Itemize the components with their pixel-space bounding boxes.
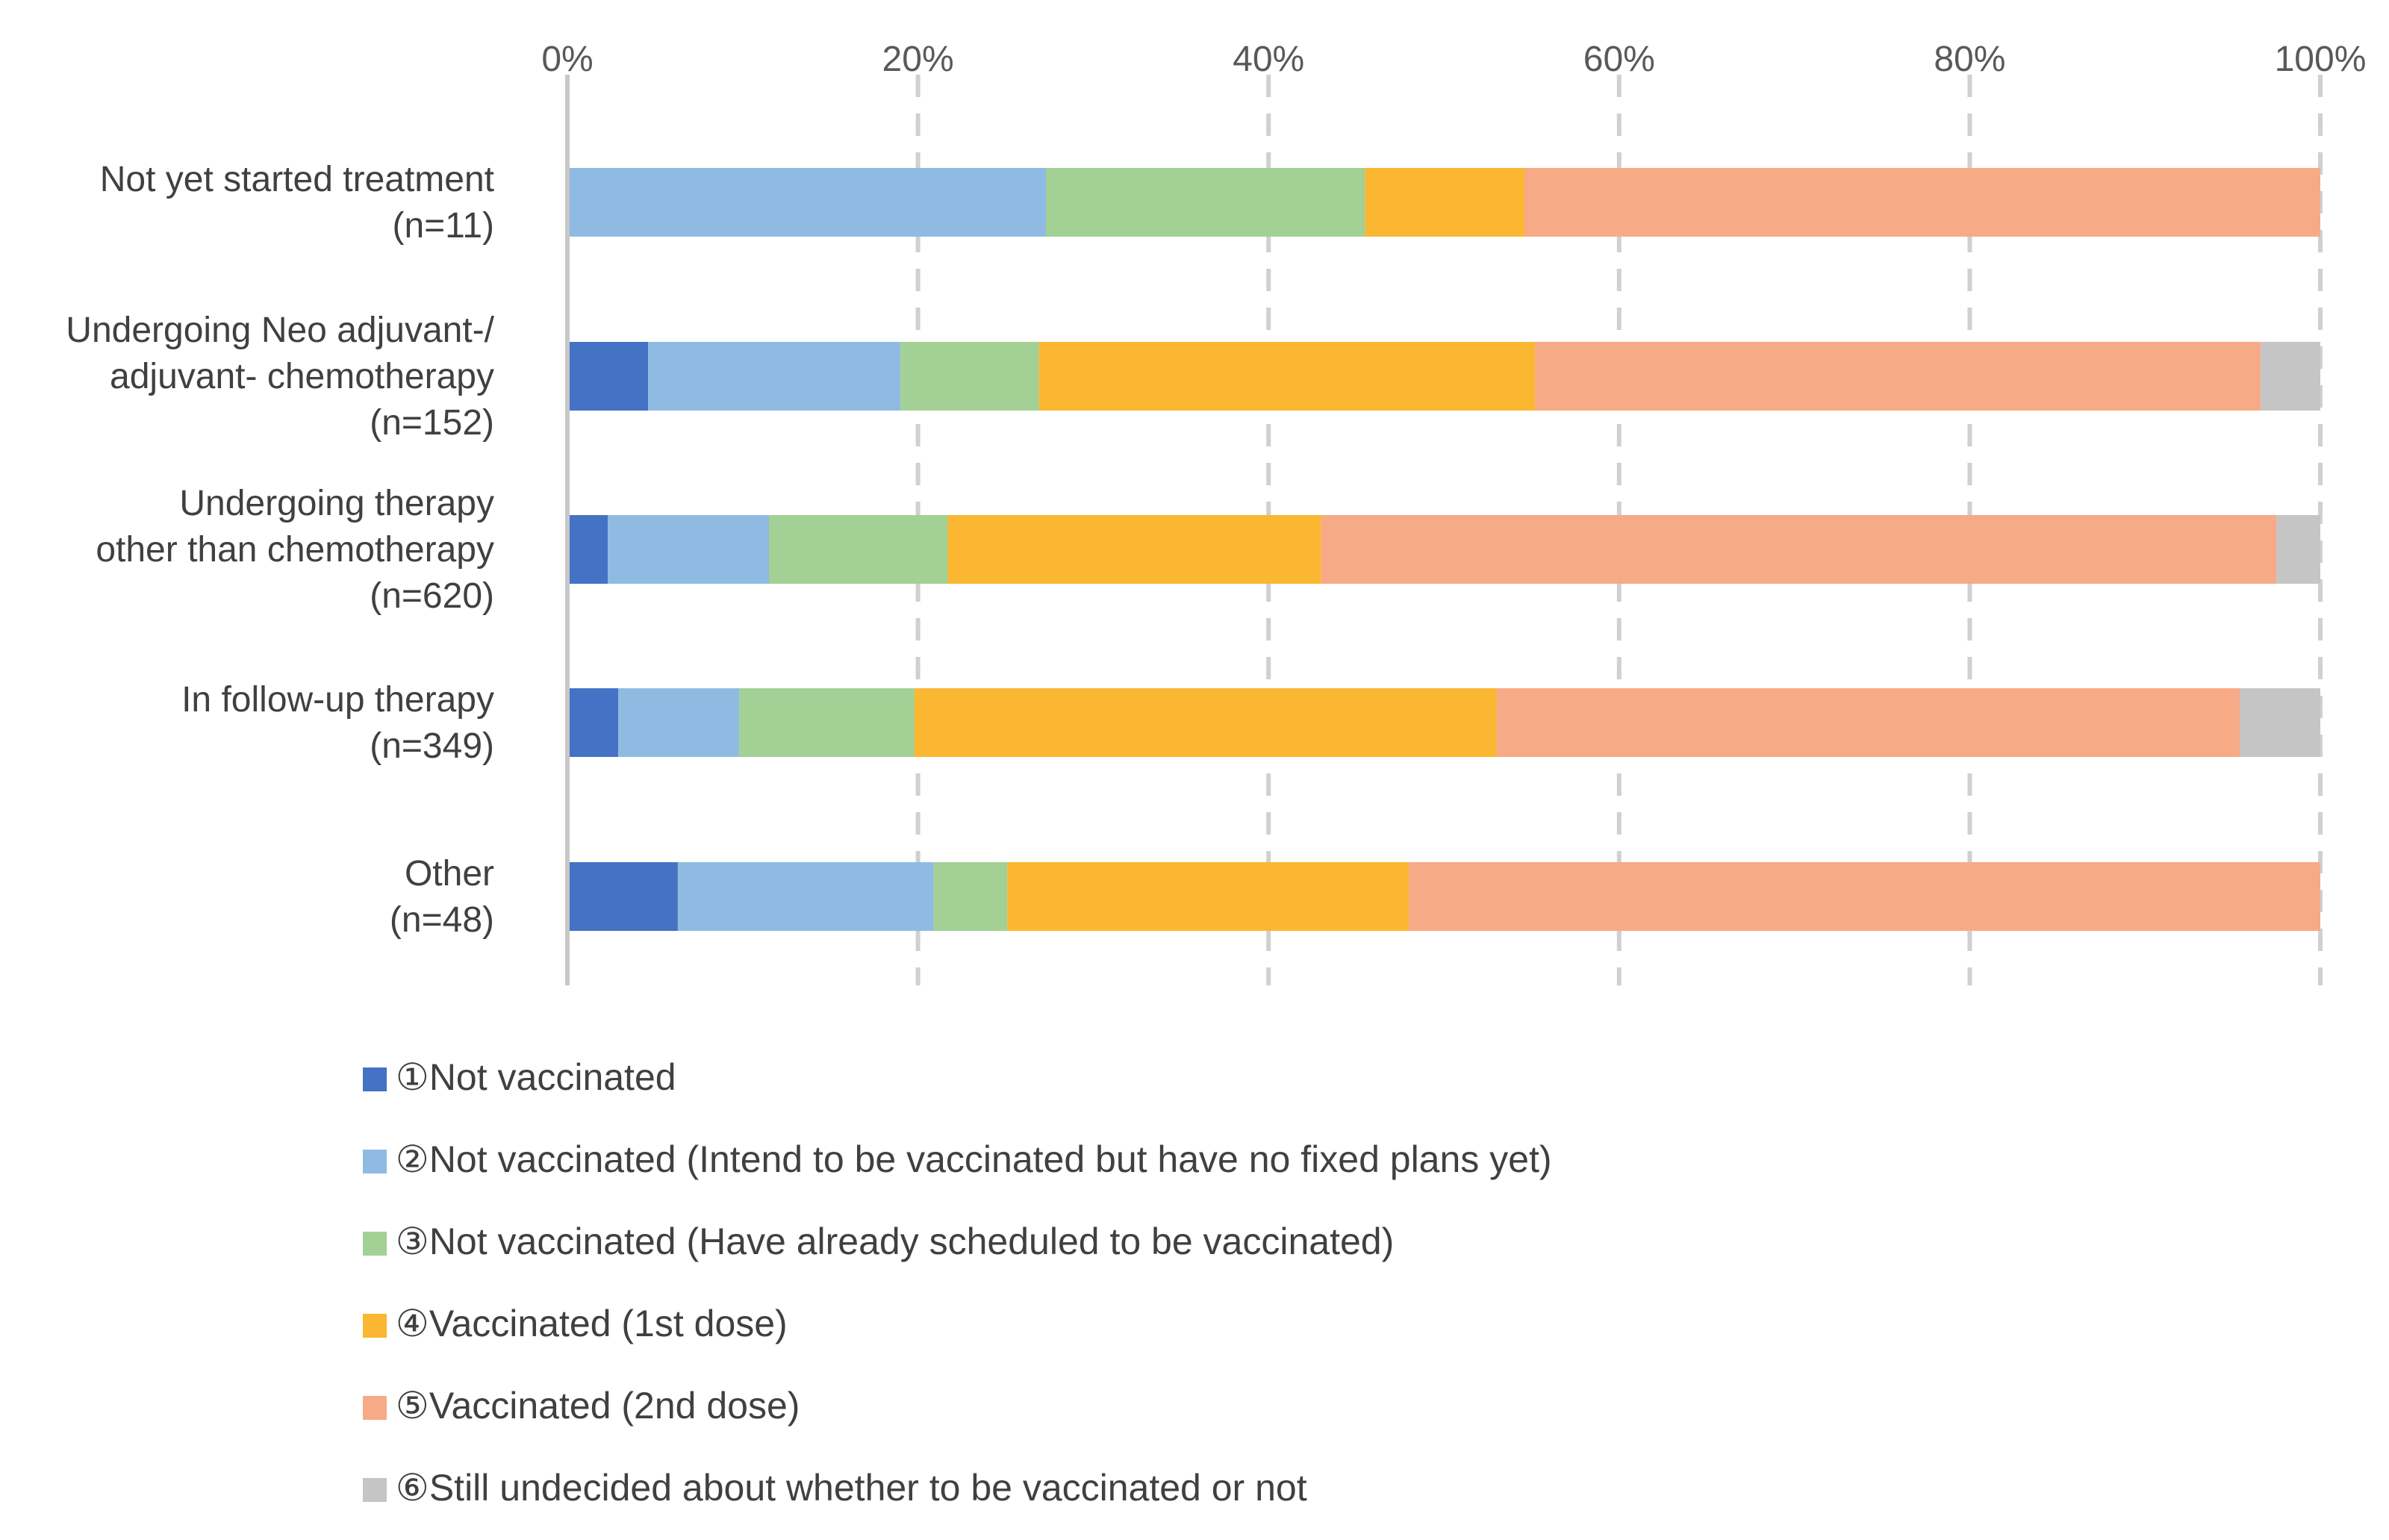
bar-segment: [567, 168, 1047, 237]
bar-segment: [567, 515, 608, 584]
bar-segment: [1365, 168, 1525, 237]
bar-segment: [648, 342, 901, 411]
legend-swatch: [363, 1150, 387, 1173]
bar-segment: [567, 862, 678, 931]
bar-segment: [1535, 342, 2261, 411]
bar-segment: [567, 688, 619, 757]
bar-segment: [1409, 862, 2320, 931]
bar-segment: [2276, 515, 2320, 584]
category-label: other than chemotherapy: [96, 530, 494, 570]
bar-segment: [933, 862, 1008, 931]
bar-segment: [1038, 342, 1536, 411]
legend-label: ⑥Still undecided about whether to be vac…: [396, 1467, 1307, 1509]
category-labels: Not yet started treatment (n=11) Undergoin…: [66, 160, 494, 940]
x-tick-label: 60%: [1583, 40, 1655, 79]
bar-segment: [1007, 862, 1410, 931]
bar-segment: [769, 515, 948, 584]
x-tick-label: 0%: [541, 40, 593, 79]
x-tick-label: 100%: [2275, 40, 2367, 79]
category-label: Undergoing therapy: [179, 484, 494, 523]
category-label: Other: [405, 854, 494, 894]
bar-segment: [1321, 515, 2277, 584]
category-label: (n=11): [392, 206, 494, 246]
category-label: (n=152): [370, 403, 494, 443]
bar-segment: [618, 688, 740, 757]
gridlines: [915, 75, 2323, 985]
legend-label: ①Not vaccinated: [396, 1056, 676, 1098]
bar-segment: [677, 862, 934, 931]
bar-segment: [2261, 342, 2320, 411]
bar-segment: [900, 342, 1039, 411]
bar-segment: [1046, 168, 1365, 237]
bar-segment: [739, 688, 915, 757]
x-tick-label: 40%: [1233, 40, 1304, 79]
category-label: (n=48): [390, 900, 494, 940]
category-label: adjuvant- chemotherapy: [110, 357, 494, 396]
bar-segment: [608, 515, 770, 584]
category-label: Undergoing Neo adjuvant-/: [66, 311, 494, 350]
category-label: Not yet started treatment: [100, 160, 494, 199]
category-label: (n=349): [370, 726, 494, 766]
x-tick-label: 20%: [882, 40, 954, 79]
legend-swatch: [363, 1478, 387, 1502]
bar-segment: [947, 515, 1321, 584]
legend-label: ③Not vaccinated (Have already scheduled …: [396, 1221, 1394, 1262]
axes: 0% 20% 40% 60% 80% 100%: [541, 40, 2366, 985]
bar-segment: [2239, 688, 2320, 757]
legend-label: ②Not vaccinated (Intend to be vaccinated…: [396, 1138, 1552, 1180]
category-label: (n=620): [370, 576, 494, 616]
bars: [567, 168, 2320, 931]
category-label: In follow-up therapy: [181, 680, 494, 720]
bar-segment: [1524, 168, 2320, 237]
legend: ①Not vaccinated ②Not vaccinated (Intend t…: [363, 1056, 1552, 1509]
legend-swatch: [363, 1232, 387, 1256]
legend-label: ④Vaccinated (1st dose): [396, 1303, 788, 1344]
bar-segment: [567, 342, 649, 411]
bar-segment: [1496, 688, 2240, 757]
x-tick-label: 80%: [1934, 40, 2005, 79]
legend-swatch: [363, 1067, 387, 1091]
legend-swatch: [363, 1314, 387, 1338]
legend-label: ⑤Vaccinated (2nd dose): [396, 1385, 800, 1427]
legend-swatch: [363, 1396, 387, 1420]
bar-segment: [914, 688, 1497, 757]
